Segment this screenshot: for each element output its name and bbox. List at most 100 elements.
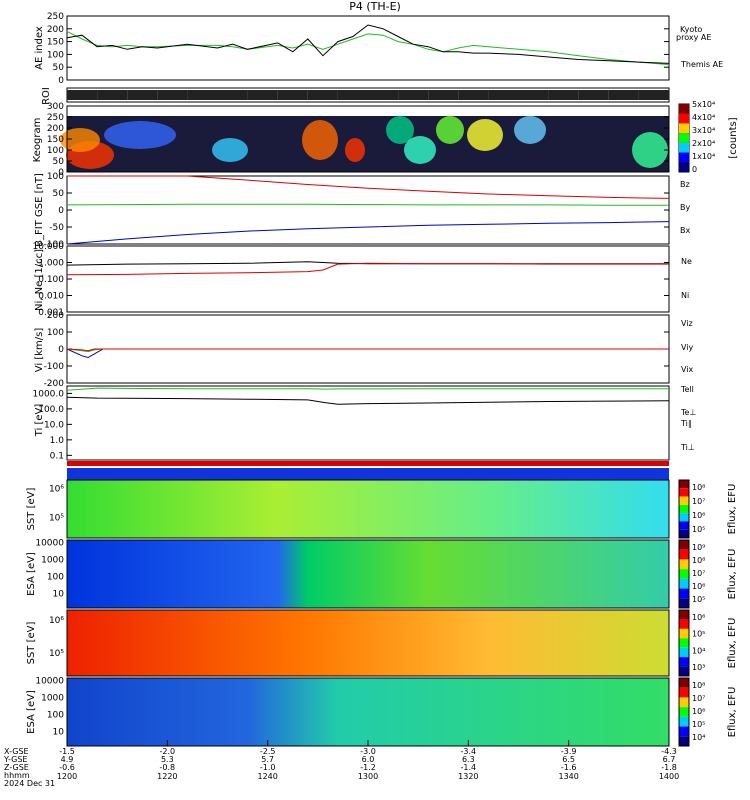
density-ylabel: Ni, Ne [1/cc] [34, 249, 45, 311]
ae-axis-tick-label: 0 [58, 76, 64, 86]
keogram-colorbar-tick: 2x10⁴ [692, 139, 715, 148]
sst-e-bar [67, 468, 669, 480]
legend-tipar: Ti∥ [680, 419, 692, 428]
esa-e-frame [66, 539, 670, 609]
legend-bz: Bz [680, 180, 690, 189]
legend-by: By [680, 203, 690, 212]
sst-e-ylabel: SST [eV] [26, 488, 37, 531]
sst-i-colorbar-segment [679, 638, 689, 648]
bfield-axis-tick-label: 50 [53, 189, 65, 199]
sst-i-colorbar-tick: 10³ [692, 663, 705, 672]
keogram-blob [302, 120, 338, 160]
sst-e-colorbar-segment [679, 513, 689, 522]
bfield-series-bx [66, 221, 670, 245]
bfield-axis-tick-label: -100 [44, 240, 65, 250]
roi-bar [217, 90, 248, 100]
xaxis-tick-z: -0.6 [59, 763, 75, 772]
esa-e-tick-label: 1000 [41, 556, 64, 566]
xaxis-tick-z: -0.8 [160, 763, 176, 772]
keogram-axis-tick-label: 50 [53, 157, 65, 167]
sst-i-colorbar [678, 609, 690, 677]
esa-i-colorbar-segment [679, 678, 689, 688]
keogram-colorbar-segment [679, 123, 689, 134]
keogram-colorbar-tick: 3x10⁴ [692, 126, 715, 135]
keogram-blob [632, 132, 668, 168]
xaxis-row-label-4: 2024 Dec 31 [4, 779, 55, 788]
esa-i-tick-label: 100 [47, 711, 64, 721]
roi-bar [488, 90, 519, 100]
roi-bar [187, 90, 218, 100]
roi-bar [277, 90, 308, 100]
esa-e-colorbar-segment [679, 569, 689, 579]
roi-bar [458, 90, 489, 100]
status-bar [67, 461, 669, 466]
xaxis-tick-z: -1.4 [461, 763, 477, 772]
roi-bar [368, 90, 399, 100]
xaxis-row-label-1: Y-GSE [3, 755, 27, 764]
keogram-blob [60, 128, 100, 152]
esa-i-tick-label: 10000 [35, 677, 64, 687]
xaxis-tick-time: 1400 [659, 772, 679, 781]
xaxis-tick-time: 1200 [57, 772, 77, 781]
keogram-blob [212, 138, 248, 162]
roi-bar [578, 90, 609, 100]
keogram-colorbar-segment [679, 104, 689, 114]
velocity-axis-tick-label: -200 [44, 379, 65, 389]
esa-e-colorbar-segment [679, 588, 689, 599]
ae-panel-frame [66, 15, 670, 81]
ae-axis-tick-label: 200 [47, 25, 64, 35]
sst-e-colorbar-segment [679, 480, 689, 489]
xaxis-tick-x: -4.3 [661, 747, 677, 756]
esa-e-tick-label: 10000 [35, 539, 64, 549]
sst-e-colorbar-label: Eflux, EFU [727, 484, 738, 535]
sst-i-colorbar-segment [679, 657, 689, 667]
roi-bar [518, 90, 549, 100]
density-frame [66, 245, 670, 313]
keogram-axis-tick-label: 0 [58, 168, 64, 178]
temperature-series-ti [66, 396, 670, 405]
esa-e-colorbar-segment [679, 540, 689, 550]
sst-i-colorbar-segment [679, 610, 689, 620]
keogram-colorbar-segment [679, 162, 689, 172]
xaxis-row-label-3: hhmm [4, 771, 30, 780]
roi-bar [398, 90, 429, 100]
ae-axis-tick-label: 250 [47, 12, 64, 22]
temperature-ylabel: Ti [eV] [34, 404, 45, 438]
esa-e-ylabel: ESA [eV] [26, 552, 37, 596]
velocity-axis-tick-label: 100 [47, 328, 64, 338]
keogram-colorbar-tick: 5x10⁴ [692, 100, 715, 109]
sst-i-colorbar-tick: 10⁴ [692, 646, 705, 655]
esa-e-colorbar-tick: 10⁹ [692, 543, 705, 552]
sst-i-colorbar-tick: 10⁵ [692, 630, 705, 639]
sst-e-colorbar-segment [679, 521, 689, 530]
roi-bar [127, 90, 158, 100]
roi-bar [67, 90, 98, 100]
sst-e-frame [66, 479, 670, 539]
esa-i-colorbar-tick: 10⁴ [692, 733, 705, 742]
velocity-axis-tick-label: -100 [44, 362, 65, 372]
sst-i-tick-label: 10⁵ [49, 649, 64, 659]
keogram-colorbar-tick: 4x10⁴ [692, 113, 715, 122]
xaxis-tick-x: -2.5 [260, 747, 276, 756]
keogram-blob [436, 116, 464, 144]
esa-e-tick-label: 100 [47, 573, 64, 583]
esa-e-colorbar-tick: 10⁵ [692, 595, 705, 604]
esa-i-image [67, 678, 669, 746]
xaxis-tick-y: 6.3 [462, 755, 475, 764]
sst-e-colorbar-segment [679, 488, 689, 497]
velocity-series-vix [66, 348, 669, 359]
keogram-axis-tick-label: 200 [47, 124, 64, 134]
esa-i-colorbar-tick: 10⁵ [692, 720, 705, 729]
xaxis-row-label-0: X-GSE [4, 747, 29, 756]
keogram-colorbar-tick: 1x10⁴ [692, 152, 715, 161]
esa-i-colorbar-label: Eflux, EFU [727, 687, 738, 738]
legend-ni: Ni [681, 291, 689, 300]
velocity-axis-tick-label: 200 [47, 311, 64, 321]
roi-bar [428, 90, 459, 100]
sst-e-image [67, 480, 669, 538]
keogram-blob [467, 119, 503, 151]
sst-e-tick-label: 10⁵ [49, 514, 64, 524]
keogram-axis-tick-label: 150 [47, 135, 64, 145]
esa-e-colorbar-segment [679, 549, 689, 560]
